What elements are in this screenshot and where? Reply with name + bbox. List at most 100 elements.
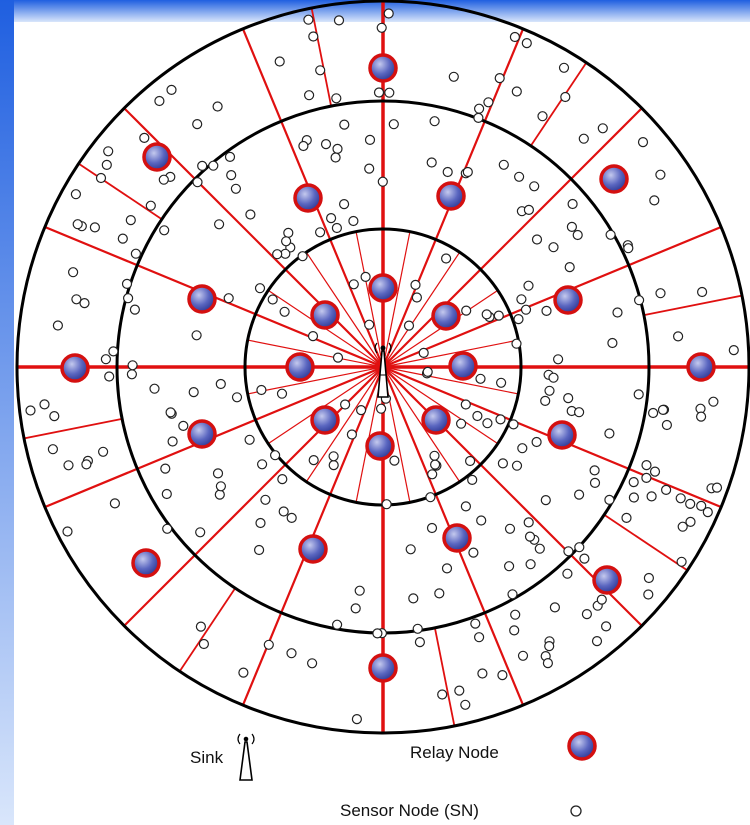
sensor-node	[67, 267, 79, 278]
sensor-node	[425, 492, 436, 503]
sensor-node	[477, 668, 488, 679]
sensor-node	[286, 648, 297, 659]
sensor-node	[197, 160, 208, 171]
sensor-node	[481, 309, 492, 320]
sensor-node	[244, 434, 255, 445]
sensor-node	[103, 146, 114, 157]
sensor-node	[238, 667, 249, 678]
sensor-node	[304, 90, 315, 101]
sensor-node	[117, 233, 128, 244]
sensor-node	[517, 443, 528, 454]
sensor-node	[224, 151, 236, 162]
sensor-node	[339, 119, 350, 130]
sensor-node	[623, 243, 634, 254]
sensor-node	[676, 556, 687, 567]
relay-node	[547, 420, 577, 450]
sensor-node	[307, 331, 319, 342]
sensor-node	[497, 669, 508, 681]
relay-node	[448, 351, 478, 381]
sensor-node	[364, 319, 375, 330]
sensor-node	[467, 474, 478, 485]
sensor-node	[315, 65, 326, 76]
sensor-node	[277, 474, 288, 485]
sensor-nodes	[25, 8, 739, 725]
relay-node	[421, 405, 451, 435]
antenna-tower-icon	[237, 733, 255, 781]
sensor-node	[315, 227, 326, 238]
sensor-node	[405, 544, 416, 555]
relay-node	[368, 273, 398, 303]
outer-spoke-line	[171, 587, 236, 684]
sensor-node	[482, 418, 493, 429]
sensor-node	[525, 559, 536, 570]
sensor-node	[429, 450, 440, 461]
relay-node	[142, 142, 172, 172]
sensor-node	[430, 459, 441, 470]
sensor-node	[104, 371, 115, 382]
outer-spoke-line	[17, 418, 123, 443]
sensor-node	[63, 460, 74, 471]
sensor-node	[548, 372, 559, 383]
sensor-node	[308, 455, 319, 466]
sensor-node	[567, 198, 578, 210]
sensor-node	[377, 176, 388, 187]
sensor-node	[328, 460, 339, 471]
relay-node	[285, 352, 315, 382]
frame-left-bar	[0, 0, 14, 825]
sensor-node	[97, 446, 109, 457]
sensor-node	[544, 385, 555, 396]
sensor-node	[414, 636, 425, 648]
sensor-node	[108, 346, 119, 357]
sensor-node	[360, 271, 371, 282]
sensor-node	[270, 450, 281, 461]
sensor-node	[71, 294, 82, 305]
sensor-node	[372, 628, 383, 639]
sink-antenna-icon	[374, 342, 392, 398]
sensor-node	[454, 685, 465, 696]
sensor-node	[81, 459, 92, 470]
sensor-node	[573, 407, 585, 418]
sensor-node	[441, 253, 452, 264]
sensor-node	[511, 460, 523, 471]
sensor-node	[649, 466, 661, 477]
sensor-node	[267, 294, 278, 305]
sensor-node	[574, 542, 585, 553]
relay-node	[592, 565, 622, 595]
sensor-node	[660, 484, 672, 495]
sensor-node	[373, 87, 385, 98]
sensor-node	[101, 159, 112, 170]
sensor-node	[109, 498, 121, 509]
sensor-node	[351, 713, 362, 725]
relay-node	[431, 301, 461, 331]
sensor-node	[708, 396, 719, 407]
sensor-node	[628, 477, 639, 488]
sensor-node	[364, 134, 376, 145]
sensor-node	[711, 482, 723, 493]
sensor-node	[472, 410, 483, 422]
sensor-node	[426, 157, 437, 168]
outer-spoke-line	[434, 627, 459, 733]
sensor-node	[581, 608, 593, 620]
sensor-node	[460, 501, 471, 512]
outer-spoke-line	[66, 155, 163, 220]
sensor-node	[537, 111, 548, 122]
sensor-node	[89, 222, 101, 233]
sensor-node	[165, 407, 176, 418]
sensor-node	[516, 294, 527, 305]
sensor-node	[245, 209, 256, 220]
sensor-node	[422, 366, 433, 377]
sensor-node	[188, 387, 199, 398]
sensor-node	[276, 388, 288, 399]
sensor-node	[728, 345, 739, 356]
sensor-node	[542, 657, 554, 669]
sensor-node	[254, 544, 265, 556]
relay-node	[131, 548, 161, 578]
sensor-node	[388, 119, 399, 130]
sensor-node	[333, 15, 345, 26]
sensor-node	[255, 517, 266, 529]
sensor-node	[214, 489, 225, 500]
sensor-node	[192, 177, 203, 188]
sensor-node	[161, 488, 172, 500]
sensor-node	[507, 589, 518, 600]
sensor-node	[637, 137, 649, 148]
